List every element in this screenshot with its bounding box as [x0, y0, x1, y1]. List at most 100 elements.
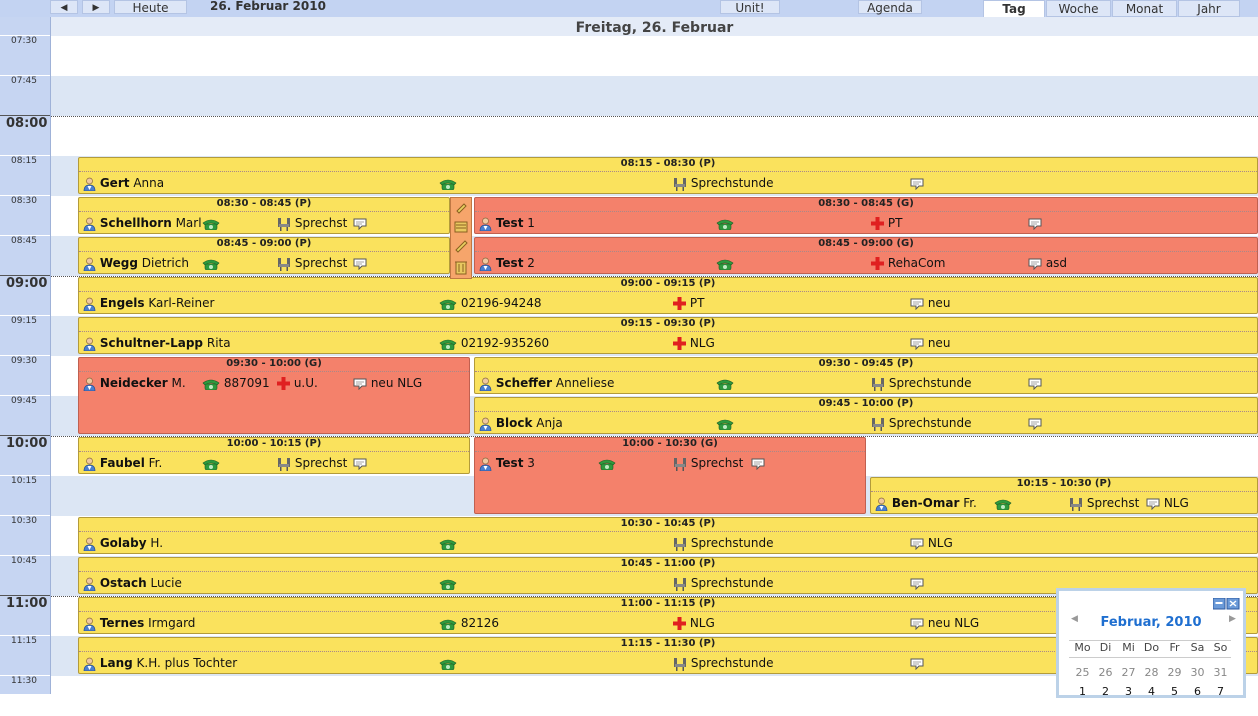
patient-last-name: Faubel — [99, 456, 145, 470]
time-label: 07:30 — [0, 35, 50, 75]
room-icon — [674, 537, 686, 551]
calendar-day[interactable]: 3 — [1125, 685, 1132, 698]
tab-jahr[interactable]: Jahr — [1178, 0, 1240, 17]
appointment[interactable]: 10:30 - 10:45 (P) Golaby H. Sprechstunde… — [78, 517, 1258, 554]
hour-divider — [51, 116, 1258, 117]
patient-first-name: Fr. — [148, 456, 163, 470]
medical-cross-icon — [277, 377, 290, 390]
time-label: 08:15 — [0, 155, 50, 195]
room-icon — [1070, 497, 1082, 511]
calendar-day[interactable]: 7 — [1217, 685, 1224, 698]
time-slot[interactable] — [51, 76, 1258, 116]
appointment[interactable]: 09:00 - 09:15 (P) Engels Karl-Reiner 021… — [78, 277, 1258, 314]
time-label: 09:15 — [0, 315, 50, 355]
room-label: Sprechst — [294, 216, 348, 230]
person-icon — [83, 337, 96, 351]
mini-calendar-title: Februar, 2010 — [1100, 615, 1202, 630]
note-icon — [910, 618, 924, 630]
calendar-day[interactable]: 27 — [1121, 666, 1136, 679]
medical-cross-icon — [673, 337, 686, 350]
time-label: 11:00 — [0, 595, 50, 635]
phone-icon — [202, 379, 220, 390]
patient-last-name: Scheffer — [495, 376, 553, 390]
tab-tag[interactable]: Tag — [983, 0, 1045, 17]
calendar-day[interactable]: 31 — [1213, 666, 1228, 679]
agenda-button[interactable]: Agenda — [858, 0, 922, 15]
tab-woche[interactable]: Woche — [1046, 0, 1111, 17]
time-label: 07:45 — [0, 75, 50, 115]
calendar-day[interactable]: 4 — [1148, 685, 1155, 698]
time-label: 10:45 — [0, 555, 50, 595]
note-icon — [910, 178, 924, 190]
time-label: 10:00 — [0, 435, 50, 475]
phone-icon — [716, 379, 734, 390]
room-label: Sprechstunde — [888, 376, 972, 390]
time-label: 11:15 — [0, 635, 50, 675]
note-icon — [1028, 418, 1042, 430]
unit-button[interactable]: Unit! — [720, 0, 780, 15]
calendar-day[interactable]: 25 — [1075, 666, 1090, 679]
time-slot[interactable] — [51, 36, 1258, 76]
room-icon — [674, 457, 686, 471]
appointment-time: 08:45 - 09:00 (G) — [475, 238, 1257, 252]
appointment[interactable]: 10:00 - 10:30 (G) Test 3 Sprechst — [474, 437, 866, 514]
mini-calendar-next-icon[interactable]: ▶ — [1229, 614, 1236, 624]
person-icon — [479, 377, 492, 391]
room-label: Sprechstunde — [690, 656, 774, 670]
room-icon — [872, 417, 884, 431]
calendar-day[interactable]: 1 — [1079, 685, 1086, 698]
patient-first-name: Irmgard — [148, 616, 196, 630]
calendar-day[interactable]: 30 — [1190, 666, 1205, 679]
time-slot[interactable] — [51, 116, 1258, 156]
calendar-day[interactable]: 29 — [1167, 666, 1182, 679]
appointment-time: 08:30 - 08:45 (G) — [475, 198, 1257, 212]
appointment-time: 08:15 - 08:30 (P) — [79, 158, 1257, 172]
today-button[interactable]: Heute — [114, 0, 187, 15]
weekday-label: Mo — [1074, 641, 1091, 654]
appointment[interactable]: 09:30 - 10:00 (G) Neidecker M. 887091 u.… — [78, 357, 470, 434]
note-icon — [1028, 218, 1042, 230]
treatment-category: RehaCom — [887, 256, 946, 270]
mini-calendar-window-controls[interactable] — [1213, 598, 1241, 610]
appointment[interactable]: 08:30 - 08:45 (G) Test 1 PT — [474, 197, 1258, 234]
note-icon — [353, 378, 367, 390]
calendar-day[interactable]: 2 — [1102, 685, 1109, 698]
weekday-label: Do — [1143, 641, 1160, 654]
calendar-day[interactable]: 26 — [1098, 666, 1113, 679]
appointment[interactable]: 08:45 - 09:00 (P) Wegg Dietrich Sprechst — [78, 237, 450, 274]
edit-tools-icon[interactable] — [451, 198, 471, 278]
note-icon — [1028, 378, 1042, 390]
appointment[interactable]: 10:00 - 10:15 (P) Faubel Fr. Sprechst — [78, 437, 470, 474]
prev-day-button[interactable]: ◀ — [50, 0, 78, 14]
calendar-day[interactable]: 5 — [1171, 685, 1178, 698]
patient-last-name: Ben-Omar — [891, 496, 960, 510]
calendar-day[interactable]: 6 — [1194, 685, 1201, 698]
appointment-time: 09:15 - 09:30 (P) — [79, 318, 1257, 332]
next-day-button[interactable]: ▶ — [82, 0, 110, 14]
mini-calendar-prev-icon[interactable]: ◀ — [1071, 614, 1078, 624]
treatment-category: PT — [887, 216, 903, 230]
appointment[interactable]: 09:30 - 09:45 (P) Scheffer Anneliese Spr… — [474, 357, 1258, 394]
patient-first-name: Rita — [206, 336, 231, 350]
appointment-note: NLG — [927, 536, 953, 550]
room-icon — [278, 257, 290, 271]
room-icon — [674, 657, 686, 671]
person-icon — [479, 257, 492, 271]
appointment[interactable]: 08:30 - 08:45 (P) Schellhorn Marl Sprech… — [78, 197, 450, 234]
patient-last-name: Test — [495, 456, 524, 470]
phone-number: 02196-94248 — [460, 296, 542, 310]
tab-monat[interactable]: Monat — [1112, 0, 1177, 17]
appointment[interactable]: 09:15 - 09:30 (P) Schultner-Lapp Rita 02… — [78, 317, 1258, 354]
medical-cross-icon — [673, 617, 686, 630]
appointment[interactable]: 08:15 - 08:30 (P) Gert Anna Sprechstunde — [78, 157, 1258, 194]
appointment[interactable]: 10:45 - 11:00 (P) Ostach Lucie Sprechstu… — [78, 557, 1258, 594]
mini-calendar: ◀ Februar, 2010 ▶ Mo Di Mi Do Fr Sa So 2… — [1056, 588, 1246, 698]
patient-last-name: Gert — [99, 176, 130, 190]
calendar-day[interactable]: 28 — [1144, 666, 1159, 679]
appointment[interactable]: 10:15 - 10:30 (P) Ben-Omar Fr. Sprechst … — [870, 477, 1258, 514]
room-label: Sprechstunde — [690, 536, 774, 550]
phone-icon — [439, 339, 457, 350]
appointment[interactable]: 08:45 - 09:00 (G) Test 2 RehaCom asd — [474, 237, 1258, 274]
person-icon — [83, 657, 96, 671]
appointment[interactable]: 09:45 - 10:00 (P) Block Anja Sprechstund… — [474, 397, 1258, 434]
